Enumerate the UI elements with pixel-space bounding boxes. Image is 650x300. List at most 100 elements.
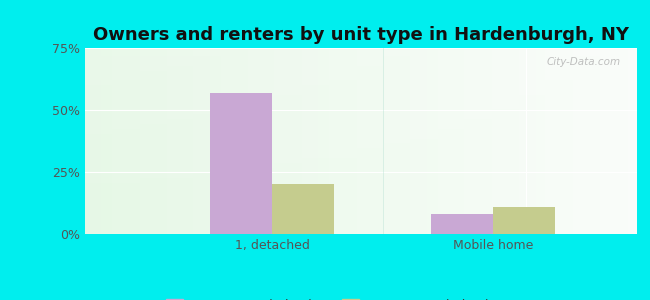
Bar (84, 164, 637, 165)
Bar (521, 48, 523, 234)
Bar (156, 48, 158, 234)
Bar (212, 48, 213, 234)
Bar (324, 48, 326, 234)
Bar (84, 174, 637, 175)
Bar (84, 60, 637, 61)
Bar (484, 48, 486, 234)
Bar (624, 48, 626, 234)
Bar (458, 48, 460, 234)
Bar (488, 48, 489, 234)
Bar (84, 211, 637, 212)
Bar (84, 134, 637, 135)
Bar (84, 179, 637, 180)
Bar (84, 169, 637, 170)
Bar (84, 92, 637, 93)
Bar (131, 48, 133, 234)
Bar (186, 48, 188, 234)
Bar (98, 48, 99, 234)
Bar (84, 63, 637, 64)
Bar (315, 48, 317, 234)
Bar (84, 107, 637, 108)
Bar (597, 48, 599, 234)
Bar (289, 48, 291, 234)
Bar (84, 207, 637, 208)
Bar (333, 48, 335, 234)
Bar (237, 48, 239, 234)
Bar (84, 99, 637, 100)
Bar (467, 48, 469, 234)
Bar (556, 48, 558, 234)
Bar (84, 184, 637, 185)
Bar (425, 48, 427, 234)
Bar (300, 48, 302, 234)
Bar (589, 48, 591, 234)
Bar (228, 48, 230, 234)
Bar (359, 48, 361, 234)
Bar (322, 48, 324, 234)
Bar (138, 48, 140, 234)
Bar (272, 184, 334, 234)
Bar (239, 48, 241, 234)
Bar (499, 48, 500, 234)
Bar (506, 48, 508, 234)
Bar (541, 48, 543, 234)
Bar (606, 48, 608, 234)
Bar (173, 48, 175, 234)
Bar (84, 230, 637, 231)
Bar (84, 88, 637, 89)
Bar (281, 48, 283, 234)
Bar (517, 48, 519, 234)
Bar (348, 48, 350, 234)
Bar (379, 48, 381, 234)
Bar (84, 187, 637, 188)
Bar (313, 48, 315, 234)
Bar (335, 48, 337, 234)
Bar (204, 48, 206, 234)
Bar (84, 54, 637, 55)
Bar (633, 48, 635, 234)
Bar (560, 48, 562, 234)
Bar (84, 121, 637, 122)
Bar (445, 48, 447, 234)
Bar (588, 48, 589, 234)
Bar (617, 48, 619, 234)
Bar (538, 48, 540, 234)
Bar (84, 194, 637, 195)
Bar (235, 48, 237, 234)
Bar (442, 48, 443, 234)
Bar (84, 212, 637, 213)
Bar (571, 48, 573, 234)
Bar (628, 48, 630, 234)
Bar (84, 171, 637, 172)
Bar (84, 188, 637, 189)
Bar (298, 48, 300, 234)
Bar (427, 48, 429, 234)
Bar (84, 48, 637, 49)
Bar (224, 48, 226, 234)
Bar (394, 48, 396, 234)
Bar (84, 90, 637, 91)
Bar (84, 145, 637, 146)
Bar (84, 219, 637, 220)
Bar (112, 48, 114, 234)
Bar (311, 48, 313, 234)
Bar (409, 48, 410, 234)
Bar (84, 53, 637, 54)
Bar (84, 66, 637, 67)
Bar (200, 48, 202, 234)
Bar (84, 144, 637, 145)
Bar (153, 48, 155, 234)
Bar (142, 48, 144, 234)
Bar (389, 48, 390, 234)
Bar (88, 48, 90, 234)
Bar (84, 221, 637, 222)
Bar (473, 48, 475, 234)
Bar (84, 153, 637, 154)
Bar (184, 48, 186, 234)
Bar (510, 48, 512, 234)
Bar (270, 48, 272, 234)
Bar (267, 48, 268, 234)
Bar (469, 48, 471, 234)
Bar (178, 48, 180, 234)
Bar (374, 48, 376, 234)
